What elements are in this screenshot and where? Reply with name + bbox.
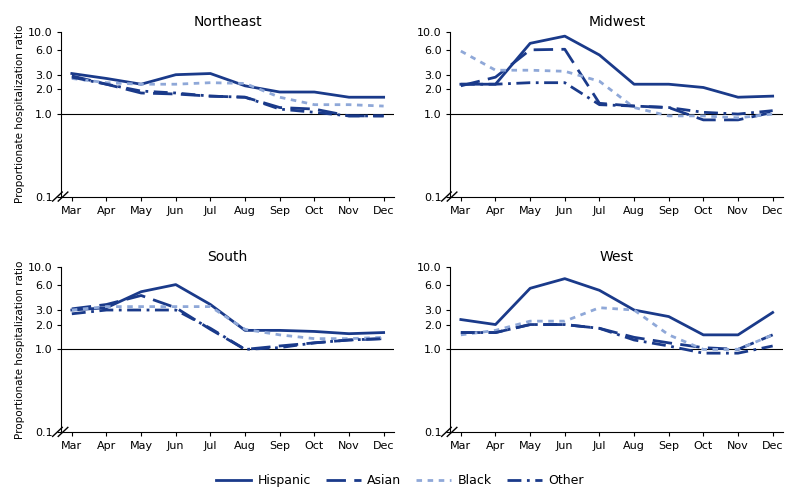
Y-axis label: Proportionate hospitalization ratio: Proportionate hospitalization ratio [15, 260, 25, 438]
Title: West: West [600, 250, 634, 265]
Legend: Hispanic, Asian, Black, Other: Hispanic, Asian, Black, Other [211, 469, 589, 492]
Y-axis label: Proportionate hospitalization ratio: Proportionate hospitalization ratio [15, 25, 25, 203]
Title: South: South [208, 250, 248, 265]
Title: Midwest: Midwest [588, 15, 646, 29]
Title: Northeast: Northeast [194, 15, 262, 29]
